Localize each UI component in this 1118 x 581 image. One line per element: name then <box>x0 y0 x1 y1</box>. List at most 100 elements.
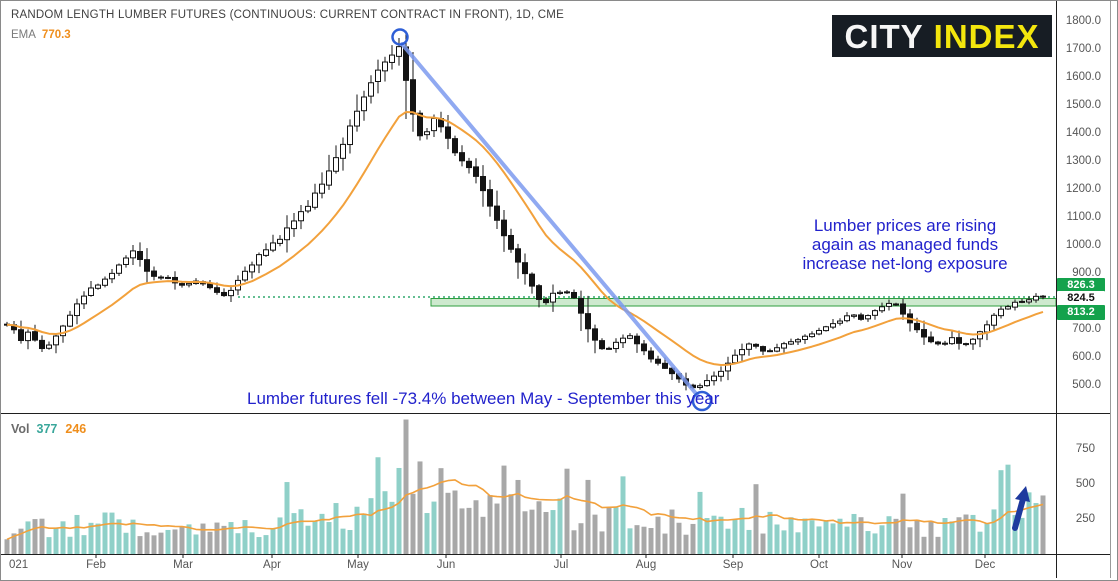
volume-bar <box>1026 492 1032 554</box>
volume-tick-label: 500 <box>1076 478 1095 490</box>
time-tick-label: Mar <box>173 559 193 571</box>
candlestick-series <box>4 30 1046 391</box>
volume-bar <box>641 526 647 554</box>
volume-bar <box>634 525 640 554</box>
candle-up <box>340 143 346 159</box>
volume-ma-line[interactable] <box>6 479 1044 541</box>
trendline-start-circle[interactable] <box>391 28 409 46</box>
candle-down <box>473 166 479 177</box>
volume-bar <box>123 532 129 554</box>
volume-bar <box>963 514 969 554</box>
candle-up <box>718 370 724 377</box>
candle-down <box>956 337 962 344</box>
volume-bar <box>599 531 605 554</box>
volume-bar <box>179 526 185 554</box>
volume-axis[interactable]: 750 500 250 <box>1076 443 1095 525</box>
candle-up <box>46 344 52 349</box>
volume-pane[interactable] <box>4 419 1046 554</box>
volume-bar <box>662 533 668 554</box>
volume-bar <box>74 514 80 554</box>
candle-down <box>571 291 577 299</box>
candle-up <box>319 183 325 194</box>
candle-up <box>984 324 990 333</box>
volume-legend[interactable]: Vol 377 246 <box>11 422 86 436</box>
candle-up <box>725 362 731 372</box>
volume-bar <box>676 522 682 554</box>
candle-down <box>606 347 612 350</box>
volume-bar <box>319 513 325 554</box>
candle-up <box>228 289 234 297</box>
candle-down <box>151 270 157 277</box>
volume-bar <box>452 490 458 554</box>
candle-up <box>88 287 94 296</box>
candle-up <box>732 354 738 364</box>
volume-bar <box>613 507 619 554</box>
annotation-rising-text[interactable]: Lumber prices are rising again as manage… <box>791 216 1019 273</box>
ema-line[interactable] <box>6 111 1044 366</box>
volume-bar <box>256 537 262 554</box>
logo-word-city: CITY <box>844 17 924 55</box>
trendline-end-circle[interactable] <box>691 390 713 412</box>
volume-bar <box>431 501 437 554</box>
volume-bar <box>942 517 948 554</box>
price-tick-label: 1400.0 <box>1066 127 1101 139</box>
candle-up <box>851 314 857 317</box>
volume-bar <box>753 484 759 554</box>
annotation-decline-text[interactable]: Lumber futures fell -73.4% between May -… <box>247 389 720 408</box>
volume-tick-label: 750 <box>1076 443 1095 455</box>
volume-bar <box>270 528 276 554</box>
volume-bar <box>683 534 689 554</box>
price-tick-label: 1000.0 <box>1066 239 1101 251</box>
candle-down <box>753 343 759 347</box>
candle-up <box>130 250 136 259</box>
candle-up <box>627 335 633 339</box>
candle-up <box>998 308 1004 317</box>
candle-up <box>53 335 59 346</box>
candle-up <box>389 54 395 63</box>
candle-down <box>480 176 486 192</box>
volume-bar <box>298 509 304 554</box>
volume-bar <box>760 533 766 554</box>
price-pane[interactable] <box>4 30 1057 398</box>
decline-trendline[interactable] <box>400 42 700 398</box>
volume-bar <box>557 498 563 554</box>
candle-down <box>963 343 969 346</box>
volume-bar <box>291 513 297 554</box>
price-axis[interactable]: 1800.0 1700.0 1600.0 1500.0 1400.0 1300.0 1200… <box>1066 15 1101 391</box>
volume-bar <box>802 518 808 554</box>
volume-bar <box>494 503 500 554</box>
volume-bar <box>186 524 192 554</box>
volume-bar <box>102 512 108 554</box>
volume-bar <box>648 528 654 554</box>
candle-down <box>760 346 766 352</box>
volume-bar <box>165 529 171 554</box>
candle-up <box>186 282 192 286</box>
candle-up <box>1012 301 1018 308</box>
volume-bar <box>242 520 248 554</box>
up-arrow-head[interactable] <box>1015 486 1030 502</box>
time-tick-label: Jul <box>554 559 569 571</box>
candle-up <box>620 337 626 344</box>
volume-bar <box>592 514 598 554</box>
volume-bar <box>620 476 626 554</box>
candle-up <box>837 320 843 324</box>
time-axis[interactable]: 021 Feb Mar Apr May Jun Jul Aug Sep Oct Nov Dec <box>9 554 995 572</box>
support-band[interactable] <box>430 298 1056 307</box>
volume-bar <box>725 528 731 554</box>
volume-bar <box>340 528 346 554</box>
candle-up <box>746 343 752 350</box>
volume-bar <box>515 479 521 554</box>
candle-up <box>795 339 801 343</box>
candle-down <box>529 273 535 287</box>
candle-up <box>396 46 402 57</box>
candle-up <box>1019 300 1025 303</box>
price-tick-label: 700.0 <box>1072 323 1101 335</box>
up-arrow[interactable] <box>1012 496 1026 531</box>
candle-down <box>543 299 549 304</box>
candle-up <box>991 314 997 326</box>
candle-down <box>179 283 185 286</box>
volume-bar <box>487 495 493 554</box>
